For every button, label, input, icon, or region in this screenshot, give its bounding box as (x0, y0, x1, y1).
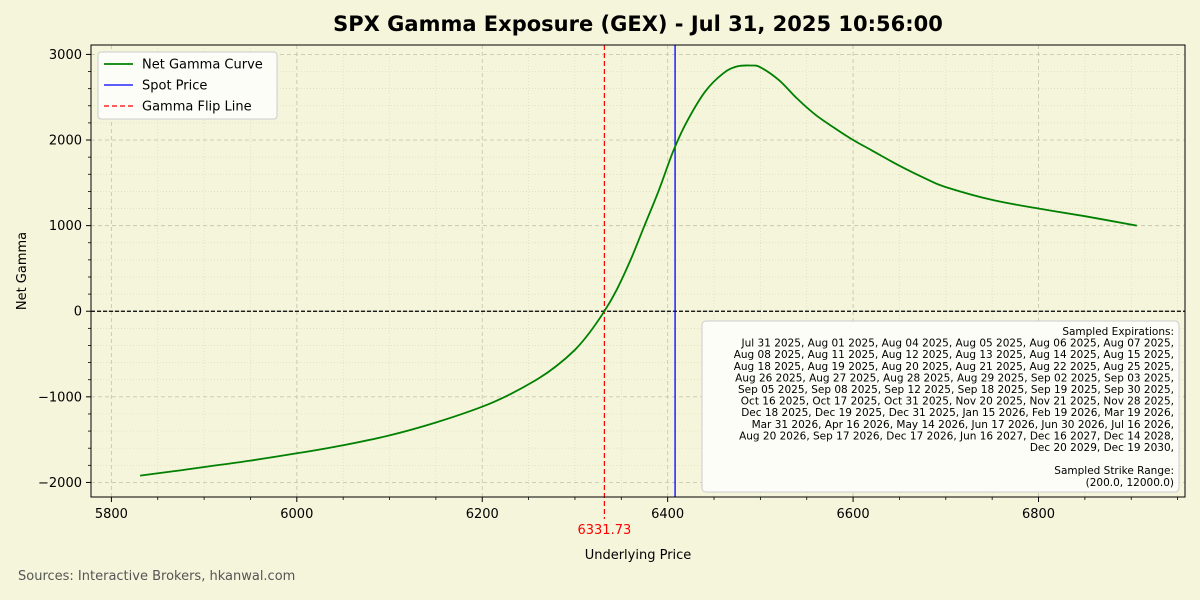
x-tick-label: 5800 (95, 507, 128, 522)
y-axis-label: Net Gamma (15, 232, 30, 310)
source-note: Sources: Interactive Brokers, hkanwal.co… (18, 569, 296, 584)
x-axis-label: Underlying Price (585, 548, 692, 563)
annotation-line: Jul 31 2025, Aug 01 2025, Aug 04 2025, A… (741, 338, 1174, 350)
x-axis-ticks: 5800 6000 6200 6400 6600 6800 (95, 497, 1178, 522)
y-tick-label: 2000 (49, 134, 82, 149)
annotation-box: Sampled Expirations:Jul 31 2025, Aug 01 … (701, 320, 1180, 493)
annotation-line: Aug 08 2025, Aug 11 2025, Aug 12 2025, A… (734, 349, 1174, 361)
legend: Net Gamma Curve Spot Price Gamma Flip Li… (97, 51, 278, 120)
annotation-line: Dec 18 2025, Dec 19 2025, Dec 31 2025, J… (741, 407, 1174, 419)
annotation-line: Sampled Strike Range: (1054, 465, 1174, 477)
y-tick-label: −1000 (38, 390, 82, 405)
annotation-line: Mar 31 2026, Apr 16 2026, May 14 2026, J… (752, 419, 1174, 431)
annotation-line: Aug 26 2025, Aug 27 2025, Aug 28 2025, A… (735, 372, 1174, 384)
legend-box (97, 51, 278, 120)
annotation-line: Oct 16 2025, Oct 17 2025, Oct 31 2025, N… (741, 396, 1174, 408)
y-tick-label: −2000 (38, 476, 82, 491)
annotation-text: Sampled Expirations:Jul 31 2025, Aug 01 … (734, 326, 1174, 489)
x-tick-label: 6200 (466, 507, 499, 522)
legend-label-spot-price: Spot Price (142, 79, 207, 94)
annotation-line: Sampled Expirations: (1062, 326, 1174, 338)
legend-label-gamma-curve: Net Gamma Curve (142, 58, 263, 73)
annotation-line: Aug 18 2025, Aug 19 2025, Aug 20 2025, A… (734, 361, 1174, 373)
y-tick-label: 1000 (49, 219, 82, 234)
annotation-line: Sep 05 2025, Sep 08 2025, Sep 12 2025, S… (738, 384, 1174, 396)
gamma-flip-value-label: 6331.73 (577, 523, 631, 538)
y-tick-label: 0 (74, 305, 82, 320)
x-tick-label: 6400 (651, 507, 684, 522)
annotation-line: Dec 20 2029, Dec 19 2030, (1030, 442, 1174, 454)
plot-frame (90, 44, 1186, 498)
legend-label-gamma-flip: Gamma Flip Line (142, 100, 252, 115)
annotation-background (701, 320, 1180, 493)
x-tick-label: 6800 (1022, 507, 1055, 522)
minor-grid (91, 45, 1185, 497)
annotation-line: Aug 20 2026, Sep 17 2026, Dec 17 2026, J… (739, 430, 1174, 442)
chart-title: SPX Gamma Exposure (GEX) - Jul 31, 2025 … (333, 12, 943, 36)
net-gamma-curve (139, 64, 1137, 477)
x-tick-label: 6000 (280, 507, 313, 522)
annotation-line: (200.0, 12000.0) (1086, 477, 1174, 489)
y-axis-ticks: −2000 −1000 0 1000 2000 3000 (38, 48, 91, 491)
x-tick-label: 6600 (837, 507, 870, 522)
y-tick-label: 3000 (49, 48, 82, 63)
